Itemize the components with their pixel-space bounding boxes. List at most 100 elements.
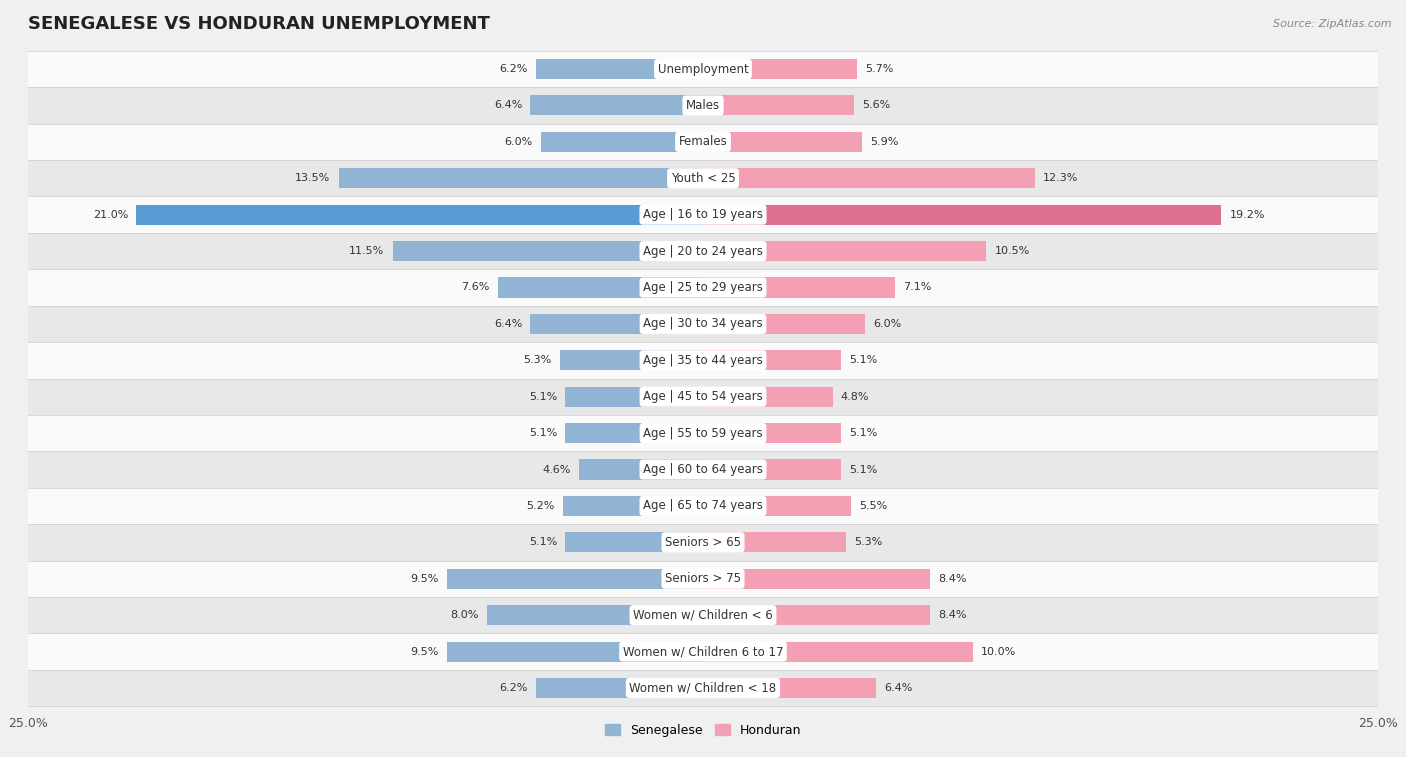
Text: 10.5%: 10.5%	[994, 246, 1029, 256]
Bar	[447, 641, 703, 662]
Text: 5.2%: 5.2%	[526, 501, 554, 511]
Text: 5.1%: 5.1%	[849, 465, 877, 475]
Bar	[28, 415, 1378, 451]
Bar	[447, 569, 703, 589]
Text: 6.0%: 6.0%	[873, 319, 901, 329]
Text: 5.7%: 5.7%	[865, 64, 893, 74]
Bar	[562, 496, 703, 516]
Legend: Senegalese, Honduran: Senegalese, Honduran	[600, 719, 806, 742]
Text: 4.6%: 4.6%	[543, 465, 571, 475]
Bar	[703, 569, 929, 589]
Text: 10.0%: 10.0%	[981, 646, 1017, 656]
Bar	[703, 204, 1222, 225]
Text: 6.2%: 6.2%	[499, 64, 527, 74]
Bar	[339, 168, 703, 188]
Bar	[536, 678, 703, 698]
Bar	[28, 123, 1378, 160]
Bar	[392, 241, 703, 261]
Bar	[530, 95, 703, 116]
Bar	[28, 670, 1378, 706]
Bar	[703, 496, 852, 516]
Text: 19.2%: 19.2%	[1229, 210, 1265, 220]
Bar	[703, 641, 973, 662]
Bar	[703, 132, 862, 152]
Text: Seniors > 65: Seniors > 65	[665, 536, 741, 549]
Text: Age | 20 to 24 years: Age | 20 to 24 years	[643, 245, 763, 257]
Bar	[703, 387, 832, 407]
Bar	[28, 269, 1378, 306]
Bar	[703, 278, 894, 298]
Text: Age | 30 to 34 years: Age | 30 to 34 years	[643, 317, 763, 330]
Bar	[28, 597, 1378, 634]
Bar	[530, 314, 703, 334]
Text: 8.4%: 8.4%	[938, 574, 966, 584]
Text: 9.5%: 9.5%	[411, 646, 439, 656]
Text: 4.8%: 4.8%	[841, 391, 869, 402]
Bar	[565, 387, 703, 407]
Text: 6.0%: 6.0%	[505, 137, 533, 147]
Text: Age | 16 to 19 years: Age | 16 to 19 years	[643, 208, 763, 221]
Text: 5.3%: 5.3%	[523, 355, 551, 366]
Text: Age | 55 to 59 years: Age | 55 to 59 years	[643, 427, 763, 440]
Text: 6.4%: 6.4%	[494, 319, 522, 329]
Text: Age | 45 to 54 years: Age | 45 to 54 years	[643, 390, 763, 403]
Text: 5.6%: 5.6%	[862, 101, 890, 111]
Text: Age | 65 to 74 years: Age | 65 to 74 years	[643, 500, 763, 512]
Text: Females: Females	[679, 136, 727, 148]
Text: Women w/ Children < 6: Women w/ Children < 6	[633, 609, 773, 621]
Bar	[703, 605, 929, 625]
Bar	[28, 488, 1378, 524]
Bar	[28, 160, 1378, 197]
Text: 8.4%: 8.4%	[938, 610, 966, 620]
Bar	[703, 59, 856, 79]
Text: 11.5%: 11.5%	[349, 246, 384, 256]
Text: Women w/ Children 6 to 17: Women w/ Children 6 to 17	[623, 645, 783, 658]
Bar	[28, 51, 1378, 87]
Bar	[541, 132, 703, 152]
Bar	[565, 423, 703, 443]
Bar	[565, 532, 703, 553]
Bar	[28, 233, 1378, 269]
Text: 5.1%: 5.1%	[529, 537, 557, 547]
Bar	[703, 241, 987, 261]
Text: 13.5%: 13.5%	[295, 173, 330, 183]
Bar	[28, 378, 1378, 415]
Text: 7.6%: 7.6%	[461, 282, 489, 292]
Text: 6.2%: 6.2%	[499, 683, 527, 693]
Bar	[28, 342, 1378, 378]
Text: 5.1%: 5.1%	[529, 428, 557, 438]
Text: 7.1%: 7.1%	[903, 282, 931, 292]
Text: 8.0%: 8.0%	[450, 610, 479, 620]
Text: 12.3%: 12.3%	[1043, 173, 1078, 183]
Bar	[703, 532, 846, 553]
Bar	[28, 87, 1378, 123]
Text: 9.5%: 9.5%	[411, 574, 439, 584]
Text: SENEGALESE VS HONDURAN UNEMPLOYMENT: SENEGALESE VS HONDURAN UNEMPLOYMENT	[28, 14, 491, 33]
Text: Youth < 25: Youth < 25	[671, 172, 735, 185]
Bar	[703, 350, 841, 370]
Bar	[498, 278, 703, 298]
Text: Age | 35 to 44 years: Age | 35 to 44 years	[643, 354, 763, 367]
Text: Age | 25 to 29 years: Age | 25 to 29 years	[643, 281, 763, 294]
Bar	[136, 204, 703, 225]
Text: 5.9%: 5.9%	[870, 137, 898, 147]
Text: 6.4%: 6.4%	[884, 683, 912, 693]
Text: Age | 60 to 64 years: Age | 60 to 64 years	[643, 463, 763, 476]
Bar	[703, 314, 865, 334]
Bar	[560, 350, 703, 370]
Bar	[28, 524, 1378, 560]
Bar	[28, 197, 1378, 233]
Bar	[703, 459, 841, 479]
Bar	[703, 423, 841, 443]
Text: 5.5%: 5.5%	[859, 501, 887, 511]
Bar	[28, 306, 1378, 342]
Text: 5.1%: 5.1%	[849, 428, 877, 438]
Text: 6.4%: 6.4%	[494, 101, 522, 111]
Bar	[28, 560, 1378, 597]
Text: 21.0%: 21.0%	[93, 210, 128, 220]
Text: Seniors > 75: Seniors > 75	[665, 572, 741, 585]
Text: 5.3%: 5.3%	[855, 537, 883, 547]
Text: Unemployment: Unemployment	[658, 63, 748, 76]
Bar	[703, 678, 876, 698]
Bar	[28, 451, 1378, 488]
